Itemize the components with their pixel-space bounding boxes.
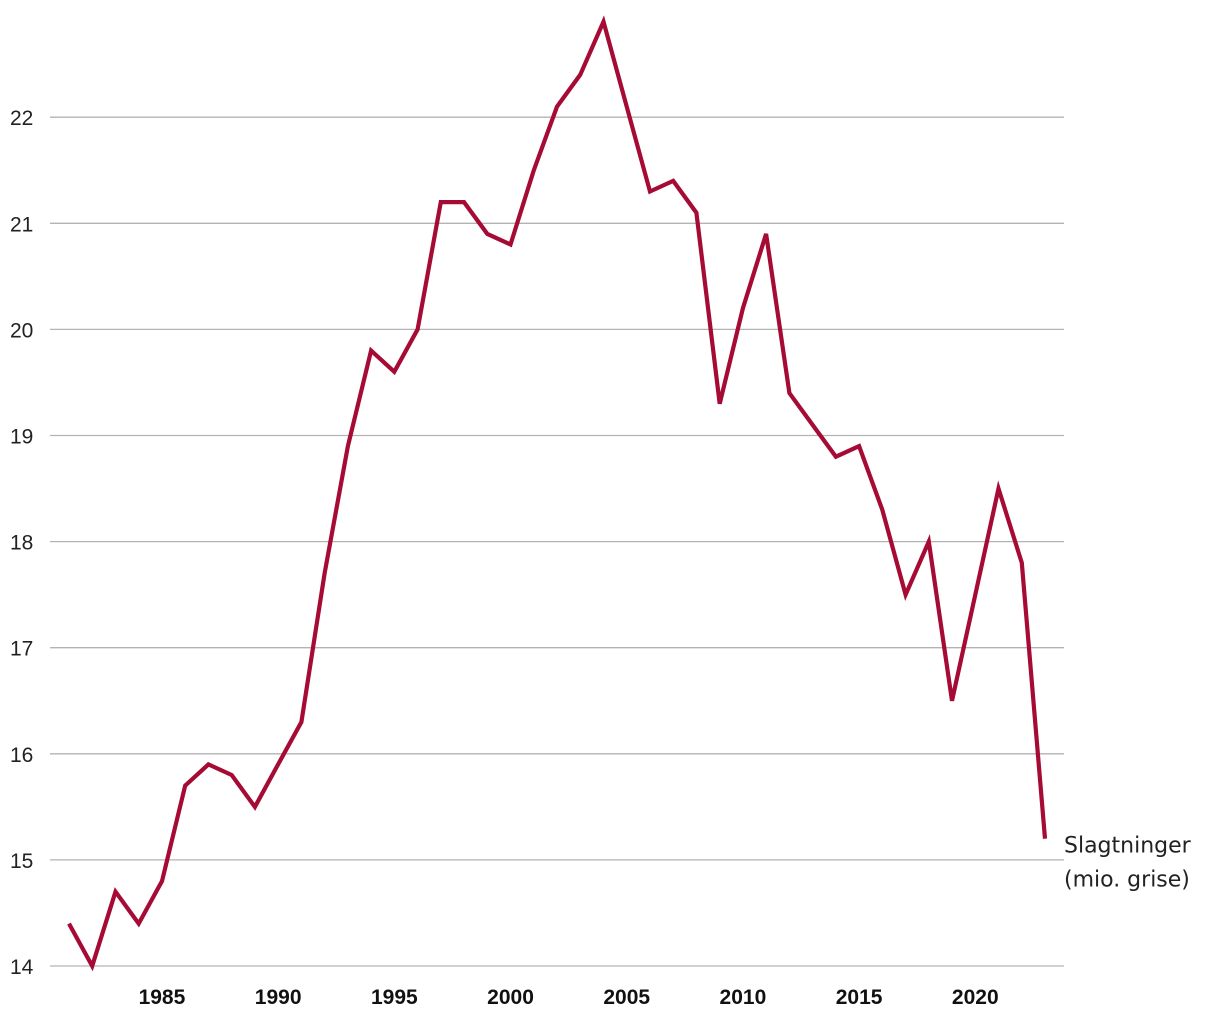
series-label-line-2: (mio. grise) [1064, 868, 1190, 893]
x-tick-label-2010: 2010 [720, 986, 767, 1009]
y-tick-label-14: 14 [10, 956, 34, 979]
x-tick-label-2020: 2020 [952, 986, 999, 1009]
series-layer [67, 15, 1048, 972]
y-tick-label-19: 19 [10, 426, 33, 449]
x-tick-label-2000: 2000 [487, 986, 534, 1009]
y-axis-ticks: 14 15 16 17 18 19 20 21 22 [10, 107, 34, 979]
x-tick-label-2015: 2015 [836, 986, 883, 1009]
series-label-line-1: Slagtninger [1064, 834, 1192, 859]
x-tick-label-2005: 2005 [603, 986, 650, 1009]
y-tick-label-16: 16 [10, 744, 33, 767]
series-line-0 [67, 15, 1048, 972]
y-tick-label-21: 21 [10, 213, 33, 236]
x-axis-ticks: 1985 1990 1995 2000 2005 2010 2015 2020 [139, 986, 999, 1009]
y-tick-label-22: 22 [10, 107, 33, 130]
y-tick-label-20: 20 [10, 319, 33, 342]
y-tick-label-18: 18 [10, 532, 33, 555]
x-tick-label-1985: 1985 [139, 986, 186, 1009]
gridlines [50, 116, 1064, 967]
y-tick-label-15: 15 [10, 850, 33, 873]
y-tick-label-17: 17 [10, 638, 33, 661]
x-tick-label-1990: 1990 [255, 986, 302, 1009]
x-tick-label-1995: 1995 [371, 986, 418, 1009]
